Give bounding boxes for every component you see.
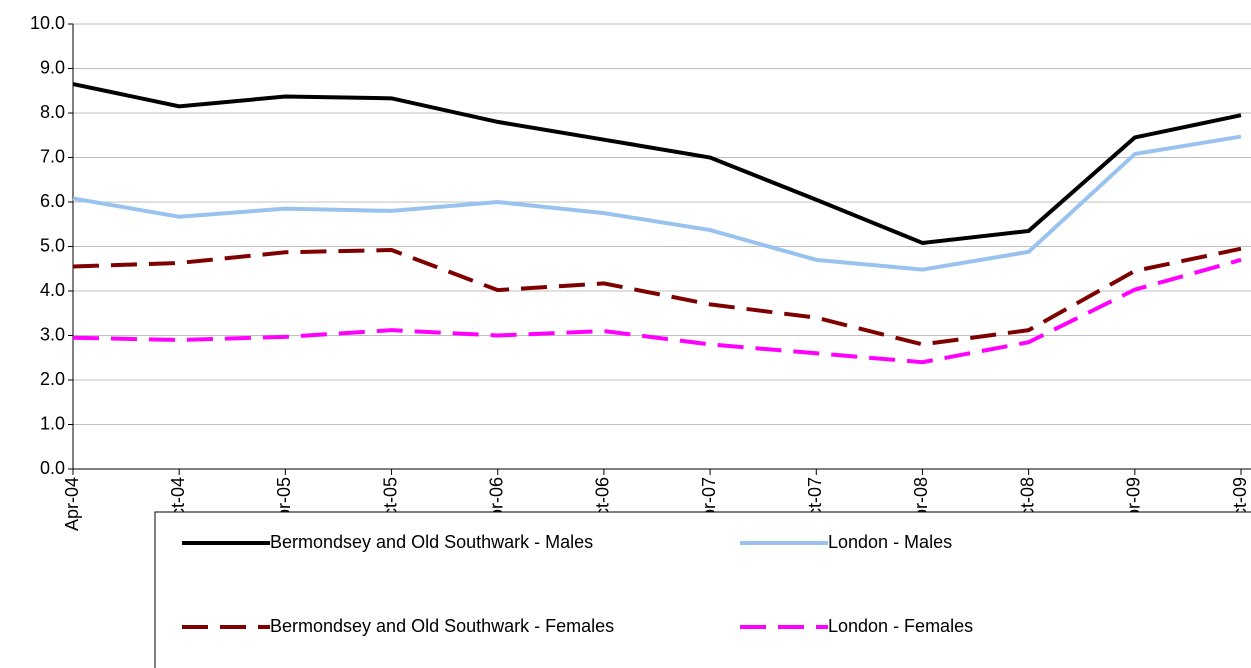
legend-label: London - Males	[828, 532, 952, 552]
legend-label: London - Females	[828, 616, 973, 636]
y-tick-label: 8.0	[40, 102, 65, 122]
series-line	[72, 257, 1242, 365]
series-line	[72, 246, 1242, 347]
x-tick-label: Apr-04	[62, 477, 82, 531]
y-tick-label: 10.0	[30, 13, 65, 33]
y-tick-label: 0.0	[40, 458, 65, 478]
series-line	[72, 134, 1242, 272]
y-tick-label: 6.0	[40, 191, 65, 211]
legend-box	[154, 511, 1251, 668]
y-tick-label: 3.0	[40, 324, 65, 344]
y-tick-label: 5.0	[40, 235, 65, 255]
y-tick-label: 9.0	[40, 57, 65, 77]
y-tick-label: 1.0	[40, 413, 65, 433]
legend-label: Bermondsey and Old Southwark - Males	[270, 532, 593, 552]
y-tick-label: 2.0	[40, 369, 65, 389]
series-line	[72, 82, 1242, 245]
y-tick-label: 4.0	[40, 280, 65, 300]
legend-label: Bermondsey and Old Southwark - Females	[270, 616, 614, 636]
y-tick-label: 7.0	[40, 146, 65, 166]
